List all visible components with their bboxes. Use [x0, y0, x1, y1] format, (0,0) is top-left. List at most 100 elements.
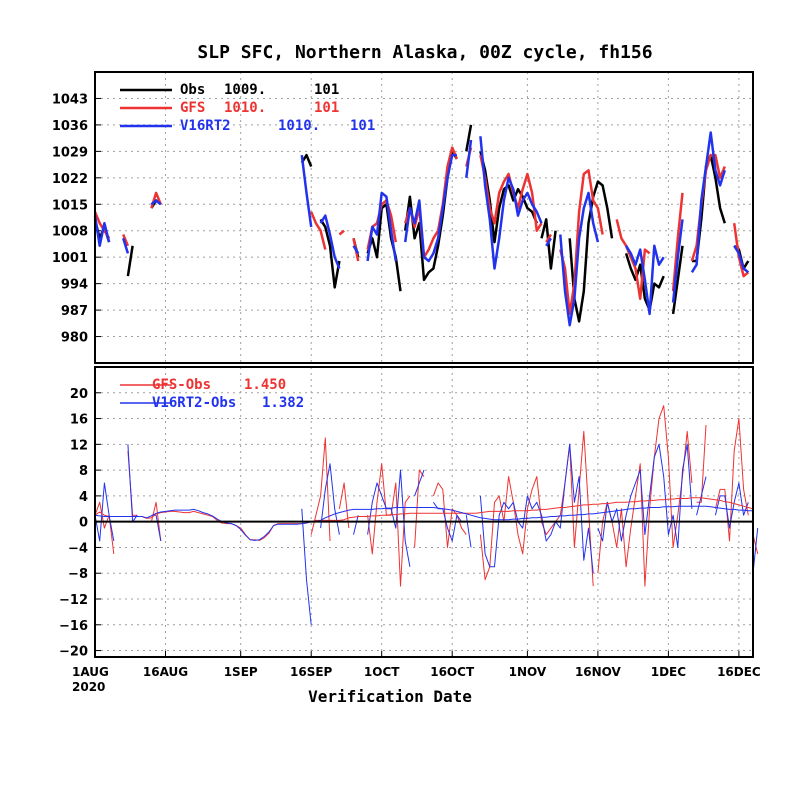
bottom-legend-label-v16rt2-obs: V16RT2-Obs [152, 395, 236, 411]
xtick-label-3: 16SEP [290, 665, 333, 679]
top-ytick-label-0: 980 [61, 331, 88, 346]
bottom-gfs-obs-segment-10 [597, 405, 693, 587]
bottom-gfs-obs-segment-5 [367, 463, 411, 587]
bottom-panel-frame [94, 366, 754, 658]
top-v16rt2-segment-7 [403, 153, 457, 263]
top-legend-mean-v16rt2: 1010. [278, 118, 320, 134]
top-panel-frame [94, 71, 754, 364]
bottom-v16rt2-obs-segment-12 [696, 476, 707, 516]
bottom-legend-value-v16rt2-obs: 1.382 [262, 395, 304, 411]
top-panel-y-ticks: 980 987 994 1001 1008 1015 1022 1029 1036 1043 [52, 92, 101, 346]
top-v16rt2-segment-1 [122, 237, 130, 254]
xtick-label-4: 1OCT [364, 665, 400, 679]
top-gfs-segment-11 [559, 169, 604, 316]
top-v16rt2-segment-11 [559, 191, 600, 327]
top-legend-count-gfs: 101 [314, 100, 339, 116]
bottom-gfs-obs-segment-12 [714, 418, 749, 542]
bottom-ytick-label-7: 8 [79, 464, 88, 479]
top-v16rt2-segment-6 [366, 191, 398, 262]
top-v16rt2-segment-13 [671, 219, 684, 303]
top-obs-segment-8 [465, 124, 473, 152]
bottom-v16rt2-obs-segment-3 [301, 508, 312, 625]
bottom-legend-value-gfs-obs: 1.450 [244, 377, 286, 393]
bottom-series-gfs-obs-running-mean [94, 497, 754, 541]
top-v16rt2-segment-0 [93, 215, 111, 248]
xtick-label-6: 1NOV [509, 665, 547, 679]
bottom-ytick-label-0: −20 [59, 645, 88, 660]
top-ytick-label-5: 1015 [52, 198, 88, 213]
bottom-v16rt2-obs-segment-8 [432, 502, 463, 542]
top-series-v16rt2 [93, 131, 750, 327]
bottom-panel-y-ticks: −20 −16 −12 −8 −4 0 4 8 12 16 20 [59, 387, 101, 660]
top-legend-label-obs: Obs [180, 82, 205, 98]
bottom-gfs-obs-segment-0 [94, 501, 115, 554]
top-v16rt2-segment-10 [545, 237, 552, 247]
xtick-label-0: 1AUG [72, 665, 109, 679]
top-gfs-segment-13 [671, 192, 684, 292]
top-v16rt2-segment-8 [465, 139, 473, 178]
bottom-v16rt2-obs-segment-7 [414, 469, 425, 497]
top-ytick-label-7: 1029 [52, 145, 88, 160]
bottom-ytick-label-3: −8 [68, 567, 88, 582]
bottom-v16rt2-obs-running-mean-segment-0 [94, 505, 753, 541]
chart-title: SLP SFC, Northern Alaska, 00Z cycle, fh1… [197, 42, 652, 63]
top-v16rt2-segment-4 [319, 214, 341, 269]
bottom-v16rt2-obs-segment-6 [367, 469, 411, 567]
xtick-label-1: 16AUG [143, 665, 188, 679]
top-obs-segment-12 [624, 253, 665, 312]
xtick-label-2: 1SEP [224, 665, 258, 679]
x-axis-label: Verification Date [308, 687, 472, 706]
top-gfs-segment-4 [338, 229, 345, 236]
bottom-gfs-obs-segment-4 [338, 482, 350, 529]
top-gfs-segment-3 [310, 211, 327, 250]
xtick-label-9: 16DEC [717, 665, 761, 679]
bottom-ytick-label-8: 12 [70, 438, 88, 453]
top-ytick-label-8: 1036 [52, 119, 88, 134]
top-obs-segment-4 [319, 218, 341, 289]
top-legend-label-v16rt2: V16RT2 [180, 118, 231, 134]
bottom-v16rt2-obs-segment-10 [479, 443, 594, 574]
top-obs-segment-6 [366, 203, 402, 292]
top-v16rt2-segment-5 [352, 245, 360, 255]
top-legend-count-v16rt2: 101 [350, 118, 375, 134]
top-v16rt2-segment-12 [625, 244, 665, 316]
top-v16rt2-segment-15 [733, 245, 750, 274]
top-legend-mean-obs: 1009. [224, 82, 266, 98]
bottom-v16rt2-obs-segment-0 [94, 482, 115, 542]
xtick-label-8: 1DEC [651, 665, 687, 679]
bottom-gfs-obs-segment-9 [479, 430, 594, 587]
bottom-ytick-label-9: 16 [70, 413, 88, 428]
bottom-ytick-label-6: 4 [79, 490, 88, 505]
bottom-v16rt2-obs-segment-11 [597, 443, 693, 548]
top-obs-segment-13 [671, 245, 684, 315]
bottom-panel-series [94, 405, 759, 625]
top-legend-count-obs: 101 [314, 82, 339, 98]
top-gfs-segment-12 [615, 219, 651, 301]
top-ytick-label-6: 1022 [52, 172, 88, 187]
bottom-series-v16rt2-obs-running-mean [94, 505, 753, 541]
bottom-ytick-label-4: −4 [68, 541, 88, 556]
top-panel-legend: Obs 1009. 101 GFS 1010. 101 V16RT2 1010. 101 [120, 82, 375, 134]
bottom-ytick-label-2: −12 [59, 593, 88, 608]
bottom-gfs-obs-running-mean-segment-0 [94, 497, 754, 541]
xtick-label-7: 16NOV [575, 665, 622, 679]
bottom-ytick-label-10: 20 [70, 387, 88, 402]
top-panel-grid [94, 72, 753, 363]
top-obs-segment-1 [126, 245, 134, 277]
bottom-series-v16rt2-obs [94, 443, 759, 625]
top-ytick-label-1: 987 [61, 304, 88, 319]
top-gfs-segment-1 [122, 234, 130, 247]
top-v16rt2-segment-14 [690, 131, 726, 273]
top-legend-mean-gfs: 1010. [224, 100, 266, 116]
top-gfs-segment-10 [545, 233, 552, 243]
top-gfs-segment-15 [732, 223, 750, 278]
top-v16rt2-segment-2 [150, 199, 162, 206]
bottom-gfs-obs-segment-7 [432, 482, 467, 548]
bottom-v16rt2-obs-segment-9 [465, 515, 472, 548]
bottom-legend-label-gfs-obs: GFS-Obs [152, 377, 211, 393]
xtick-label-5: 16OCT [430, 665, 475, 679]
bottom-gfs-obs-segment-11 [696, 424, 707, 503]
top-panel-series [93, 124, 750, 327]
bottom-v16rt2-obs-segment-5 [353, 515, 359, 535]
